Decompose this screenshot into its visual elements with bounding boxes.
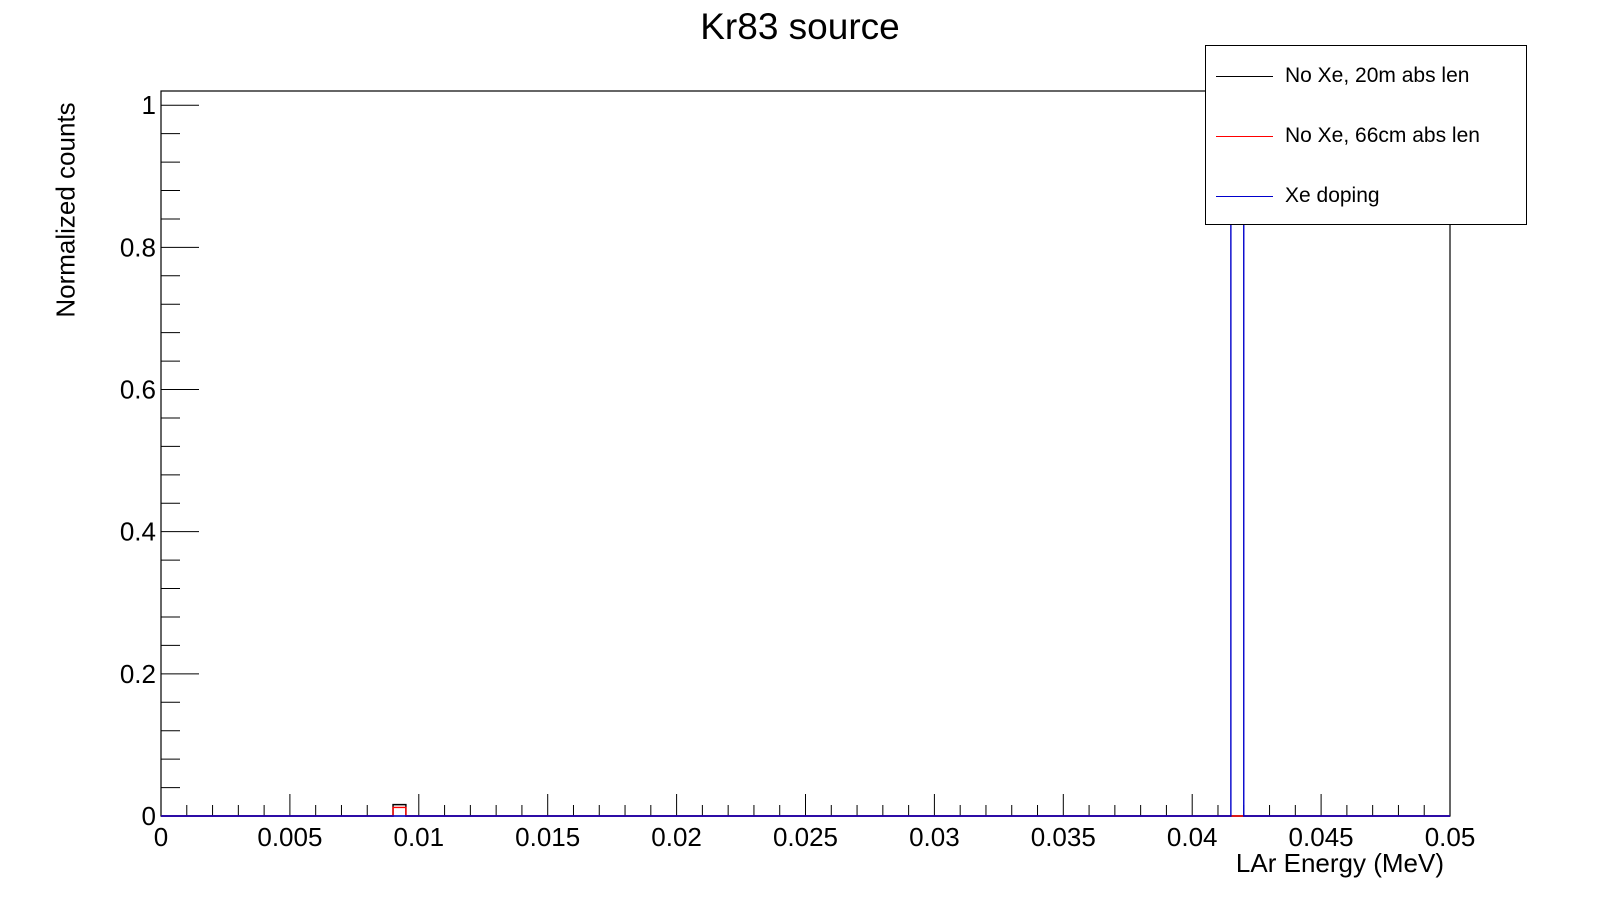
y-axis-label: Normalized counts — [50, 102, 81, 318]
legend-label: Xe doping — [1285, 184, 1380, 207]
y-tick-label: 0.4 — [120, 517, 156, 547]
legend-swatch — [1216, 135, 1273, 137]
x-tick-label: 0.04 — [1167, 822, 1218, 852]
series-line-3 — [161, 125, 1450, 817]
chart-title: Kr83 source — [700, 6, 900, 47]
x-tick-label: 0.035 — [1031, 822, 1096, 852]
y-tick-label: 0.2 — [120, 659, 156, 689]
x-tick-label: 0.02 — [651, 822, 702, 852]
legend-entry-xe-doping: Xe doping — [1216, 181, 1380, 211]
y-axis: 0 0.2 0.4 0.6 0.8 1 — [120, 90, 199, 831]
x-tick-label: 0.005 — [257, 822, 322, 852]
y-tick-label: 0.8 — [120, 232, 156, 262]
series-layer — [161, 125, 1450, 817]
y-tick-label: 1 — [142, 90, 156, 120]
legend-label: No Xe, 66cm abs len — [1285, 124, 1480, 147]
legend: No Xe, 20m abs len No Xe, 66cm abs len X… — [1205, 45, 1527, 225]
y-tick-label: 0 — [142, 801, 156, 831]
x-axis-label: LAr Energy (MeV) — [1235, 848, 1444, 878]
legend-swatch — [1216, 75, 1273, 77]
x-axis: 0 0.005 0.01 0.015 0.02 0.025 0.03 0.035 0.04 0.0… — [154, 794, 1476, 852]
legend-entry-no-xe-20m: No Xe, 20m abs len — [1216, 61, 1469, 91]
legend-entry-no-xe-66cm: No Xe, 66cm abs len — [1216, 121, 1480, 151]
y-tick-label: 0.6 — [120, 375, 156, 405]
x-tick-label: 0.015 — [515, 822, 580, 852]
x-tick-label: 0.025 — [773, 822, 838, 852]
x-tick-label: 0.03 — [909, 822, 960, 852]
x-tick-label: 0.01 — [393, 822, 444, 852]
x-tick-label: 0.045 — [1289, 822, 1354, 852]
x-tick-label: 0.05 — [1425, 822, 1476, 852]
legend-swatch — [1216, 195, 1273, 197]
x-tick-label: 0 — [154, 822, 168, 852]
legend-label: No Xe, 20m abs len — [1285, 64, 1470, 87]
